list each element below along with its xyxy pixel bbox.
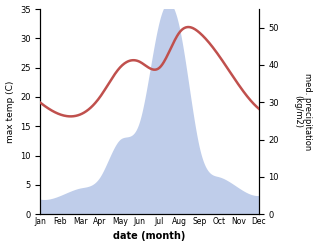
Y-axis label: med. precipitation
(kg/m2): med. precipitation (kg/m2) — [293, 73, 313, 150]
Y-axis label: max temp (C): max temp (C) — [5, 80, 15, 143]
X-axis label: date (month): date (month) — [114, 231, 186, 242]
